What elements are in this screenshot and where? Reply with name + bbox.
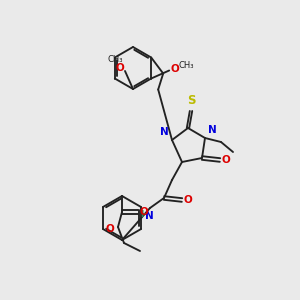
Text: CH₃: CH₃: [107, 56, 123, 64]
Text: O: O: [105, 224, 114, 234]
Text: H: H: [140, 210, 148, 219]
Text: O: O: [170, 64, 179, 74]
Text: O: O: [222, 155, 231, 165]
Text: N: N: [208, 125, 217, 135]
Text: S: S: [187, 94, 195, 107]
Text: CH₃: CH₃: [178, 61, 194, 70]
Text: O: O: [140, 207, 149, 217]
Text: O: O: [115, 63, 124, 73]
Text: O: O: [184, 195, 193, 205]
Text: N: N: [145, 211, 154, 221]
Text: N: N: [160, 127, 169, 137]
